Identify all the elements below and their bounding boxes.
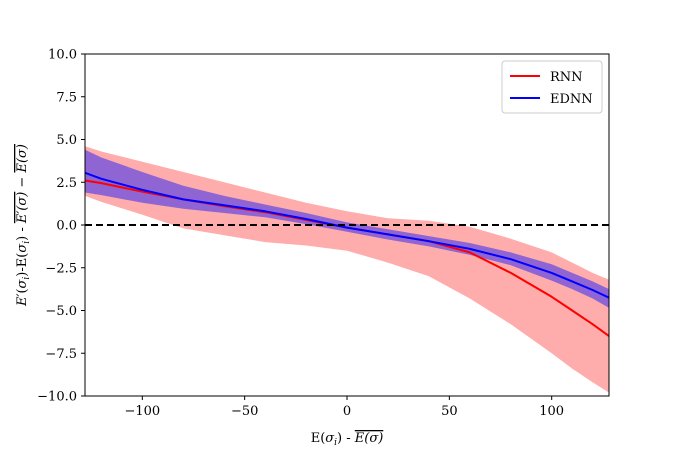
legend-label-rnn: RNN — [550, 70, 583, 85]
x-axis-label: E(σi) - E(σ) — [311, 431, 384, 448]
y-tick-label: 0.0 — [56, 219, 77, 234]
x-tick-label: 0 — [343, 404, 351, 419]
line-ednn — [84, 171, 610, 299]
x-tick-label: 50 — [441, 404, 458, 419]
x-axis-ticks: −100 −50 0 50 100 — [124, 396, 564, 419]
y-tick-label: −10.0 — [37, 390, 77, 405]
legend-box — [501, 60, 603, 114]
x-tick-label: 100 — [539, 404, 564, 419]
y-tick-label: 7.5 — [56, 90, 77, 105]
y-tick-label: −2.5 — [45, 261, 77, 276]
series-lines — [84, 171, 610, 337]
y-tick-label: 2.5 — [56, 176, 77, 191]
y-tick-label: −5.0 — [45, 304, 77, 319]
band-ednn — [85, 149, 609, 308]
x-tick-label: −50 — [231, 404, 258, 419]
confidence-bands — [85, 146, 609, 393]
legend-label-ednn: EDNN — [550, 92, 593, 107]
legend: RNN EDNN — [501, 60, 603, 114]
y-tick-label: −7.5 — [45, 347, 77, 362]
y-tick-label: 10.0 — [48, 48, 77, 63]
x-tick-label: −100 — [124, 404, 160, 419]
y-axis-label: E′(σi)-E(σi) - E′(σ) − E(σ) — [15, 144, 32, 307]
y-axis-ticks: −10.0 −7.5 −5.0 −2.5 0.0 2.5 5.0 7.5 10.0 — [37, 48, 85, 405]
y-tick-label: 5.0 — [56, 133, 77, 148]
